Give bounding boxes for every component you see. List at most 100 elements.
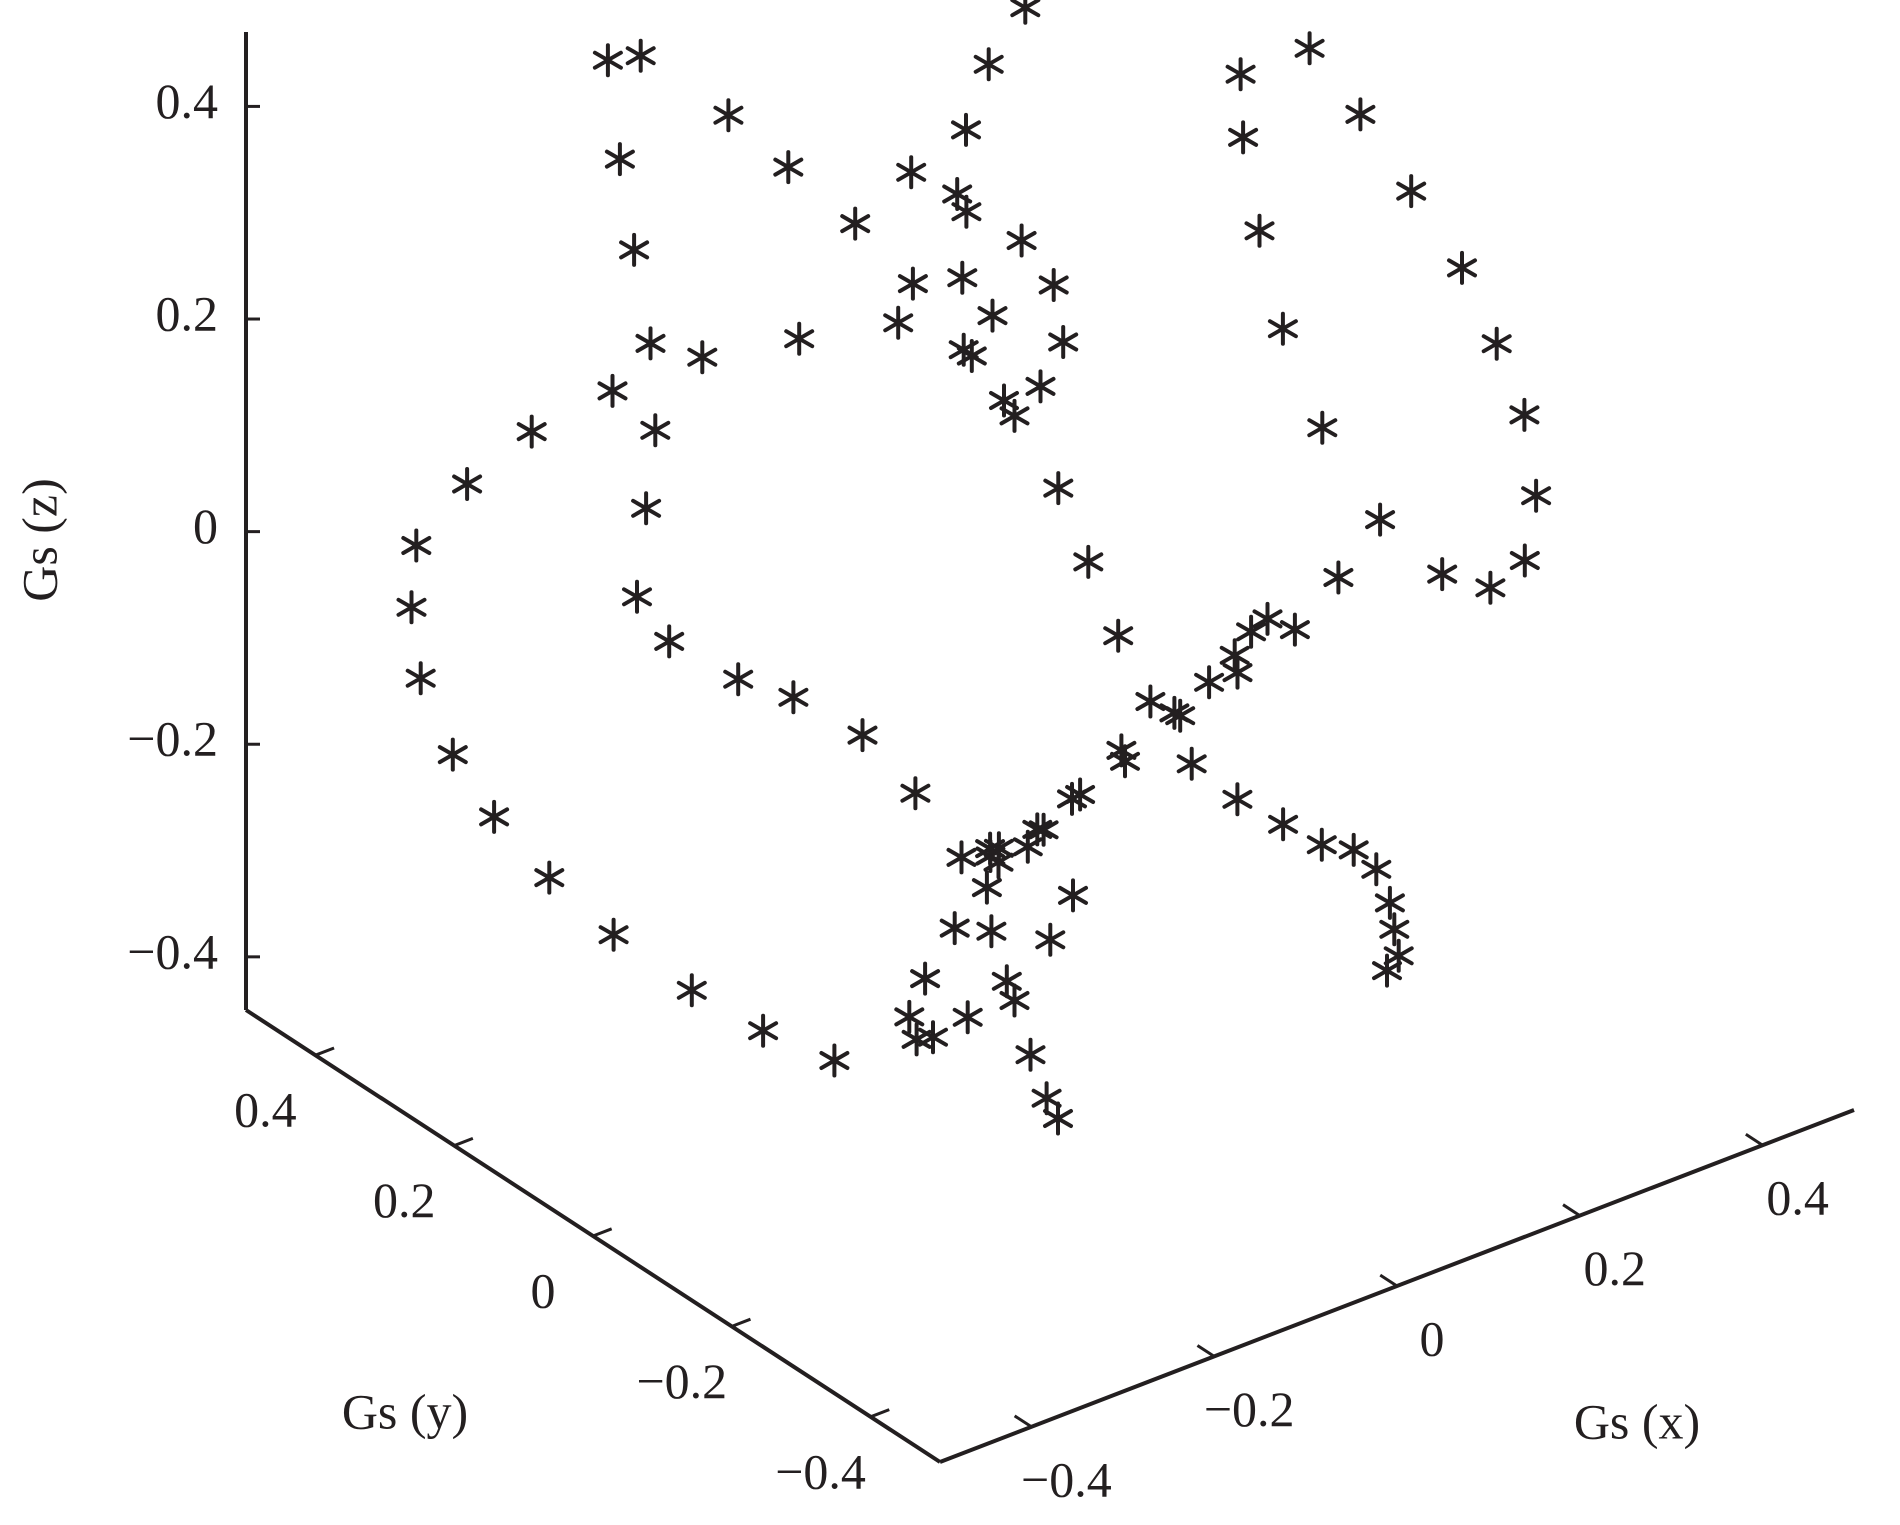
- data-point: [1015, 1037, 1046, 1072]
- data-point: [437, 737, 468, 772]
- data-point: [1267, 311, 1298, 346]
- data-point: [1022, 812, 1053, 847]
- data-point: [1427, 557, 1458, 592]
- x-tick-label: 0: [1420, 1310, 1445, 1366]
- data-point: [604, 142, 635, 177]
- data-point: [1025, 369, 1056, 404]
- data-point: [713, 98, 744, 133]
- data-point: [939, 911, 970, 946]
- data-point: [479, 799, 510, 834]
- y-tick-label: −0.2: [636, 1353, 727, 1409]
- data-point: [773, 150, 804, 185]
- data-point: [635, 326, 666, 361]
- data-point: [1252, 601, 1283, 636]
- data-point: [1028, 812, 1059, 847]
- z-tick-label: −0.2: [127, 711, 218, 767]
- data-point: [1176, 746, 1207, 781]
- z-tick-label: −0.4: [127, 923, 218, 979]
- y-tick-mark: [453, 1137, 474, 1147]
- data-point: [396, 590, 427, 625]
- data-point: [687, 340, 718, 375]
- data-point: [784, 321, 815, 356]
- data-point: [1031, 1081, 1062, 1116]
- data-point: [748, 1013, 779, 1048]
- data-point: [1222, 655, 1253, 690]
- y-tick-label: −0.4: [775, 1443, 866, 1499]
- x-tick-mark: [1013, 1414, 1033, 1429]
- data-point: [1396, 174, 1427, 209]
- data-point: [723, 662, 754, 697]
- data-point: [900, 776, 931, 811]
- data-point: [597, 373, 628, 408]
- data-point: [1374, 885, 1405, 920]
- data-point: [1279, 612, 1310, 647]
- data-point: [1268, 807, 1299, 842]
- z-axis-label: Gs (z): [11, 478, 67, 602]
- data-point: [1194, 665, 1225, 700]
- data-point: [1035, 922, 1066, 957]
- data-point: [1043, 1101, 1073, 1136]
- data-point: [897, 266, 928, 301]
- y-tick-label: 0: [531, 1262, 556, 1318]
- data-point: [598, 917, 629, 952]
- data-point: [989, 383, 1019, 418]
- axis-labels: Gs (z) Gs (y) Gs (x): [11, 478, 1700, 1449]
- data-point: [1006, 223, 1037, 258]
- data-point: [640, 413, 671, 448]
- data-point: [1244, 213, 1275, 248]
- data-point: [951, 112, 981, 147]
- data-point: [894, 999, 925, 1034]
- data-point: [991, 964, 1022, 999]
- y-tick-mark: [731, 1317, 752, 1328]
- data-point: [534, 860, 565, 895]
- data-point: [1521, 478, 1552, 513]
- data-point: [654, 624, 685, 659]
- data-point: [622, 579, 652, 614]
- data-point: [956, 339, 987, 373]
- data-point: [973, 47, 1004, 82]
- data-point: [516, 414, 547, 449]
- data-point: [977, 298, 1008, 333]
- data-point: [1038, 268, 1069, 302]
- data-point: [942, 177, 973, 211]
- data-point: [1135, 684, 1166, 719]
- data-point: [625, 38, 656, 73]
- data-point: [1307, 410, 1338, 445]
- data-point: [405, 661, 436, 696]
- z-tick-label: 0: [193, 498, 218, 554]
- x-tick-mark: [1562, 1203, 1581, 1217]
- z-tick-label: 0.4: [156, 73, 219, 129]
- data-point: [883, 305, 914, 340]
- data-point: [1338, 832, 1369, 867]
- data-point: [1043, 471, 1074, 506]
- data-point: [1365, 502, 1396, 537]
- x-tick-mark: [1379, 1273, 1398, 1288]
- data-point: [840, 206, 871, 241]
- data-point: [1379, 912, 1410, 947]
- data-point: [1228, 120, 1259, 155]
- x-tick-label: 0.2: [1584, 1240, 1647, 1296]
- y-tick-label: 0.4: [234, 1082, 297, 1138]
- data-point: [1361, 852, 1392, 887]
- data-point: [1475, 570, 1506, 605]
- data-point: [1010, 0, 1041, 25]
- data-point: [1225, 57, 1256, 92]
- data-point: [1294, 31, 1325, 66]
- data-point: [1345, 97, 1376, 132]
- z-tick-label: 0.2: [156, 285, 219, 341]
- x-axis-label: Gs (x): [1574, 1393, 1700, 1449]
- data-point: [1481, 326, 1512, 361]
- data-point: [1058, 878, 1088, 913]
- data-point: [1103, 618, 1134, 653]
- data-point: [778, 680, 809, 715]
- data-point: [401, 528, 432, 563]
- data-point: [947, 260, 978, 295]
- data-point: [910, 961, 941, 996]
- data-point: [983, 845, 1014, 880]
- y-tick-mark: [592, 1227, 613, 1238]
- data-point: [918, 1020, 948, 1055]
- data-point: [971, 870, 1002, 905]
- data-point: [1165, 698, 1196, 733]
- data-point: [1306, 827, 1337, 862]
